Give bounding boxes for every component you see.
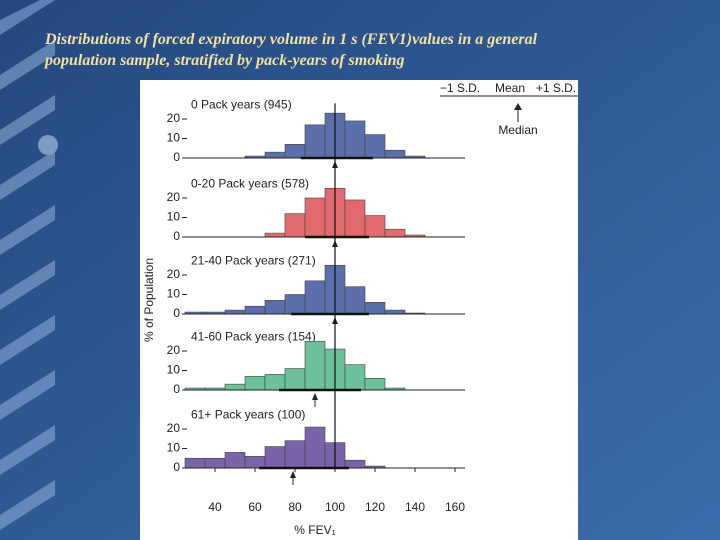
x-tick-label: 80 [288,500,302,514]
bar [264,300,286,315]
x-tick-label: 120 [365,500,385,514]
x-tick-label: 40 [208,500,222,514]
bar [244,455,266,469]
y-tick-label: 0 [173,382,180,396]
x-tick-label: 160 [445,500,465,514]
y-tick-label: 10 [167,287,181,301]
bar [264,232,286,238]
y-tick-label: 10 [167,131,181,145]
bar [384,309,406,315]
panel-title: 0-20 Pack years (578) [191,177,309,191]
legend-label: −1 S.D. [440,81,480,95]
y-tick-label: 20 [167,343,181,357]
bar [344,120,366,159]
panel-title: 21-40 Pack years (271) [191,254,316,268]
bar [344,286,366,315]
y-tick-label: 20 [167,421,181,435]
bar [364,301,386,315]
x-tick-label: 140 [405,500,425,514]
slide-title: population sample, stratified by pack-ye… [43,52,405,69]
legend-label: Median [498,123,537,137]
bar [304,280,326,315]
y-tick-label: 0 [173,150,180,164]
y-tick-label: 10 [167,363,181,377]
bar [384,149,406,159]
legend-arrowhead [514,103,522,110]
y-tick-label: 0 [173,306,180,320]
y-axis-label: % of Population [142,258,156,342]
bar [224,383,246,391]
bar [224,309,246,315]
bar [364,377,386,391]
bar [364,215,386,238]
y-tick-label: 0 [173,460,180,474]
bar [184,457,206,469]
bar [284,294,306,315]
bar [364,134,386,159]
bar [264,446,286,469]
y-tick-label: 10 [167,441,181,455]
x-axis-label: % FEV₁ [294,523,335,537]
legend-label: Mean [495,81,525,95]
bar [204,457,226,469]
y-tick-label: 20 [167,267,181,281]
bar [244,305,266,315]
bar [304,426,326,469]
panel-title: 41-60 Pack years (154) [191,330,316,344]
y-tick-label: 20 [167,111,181,125]
panel-title: 61+ Pack years (100) [191,408,305,422]
legend-label: +1 S.D. [536,81,576,95]
bar [344,199,366,238]
bar [284,368,306,391]
bar [244,376,266,391]
median-arrowhead [290,471,296,478]
x-tick-label: 100 [325,500,345,514]
spiral-decoration [0,0,58,530]
bar [284,440,306,469]
bar [224,452,246,469]
y-tick-label: 20 [167,190,181,204]
bar [304,197,326,238]
bar [344,364,366,391]
y-tick-label: 0 [173,229,180,243]
median-arrowhead [312,393,318,400]
slide-title: Distributions of forced expiratory volum… [44,31,538,48]
bar [384,228,406,238]
bar [264,374,286,391]
y-tick-label: 10 [167,210,181,224]
bar [284,144,306,159]
bar [284,213,306,238]
bar [264,151,286,159]
bar [304,124,326,159]
x-tick-label: 60 [248,500,262,514]
bar [304,340,326,391]
panel-title: 0 Pack years (945) [191,98,292,112]
